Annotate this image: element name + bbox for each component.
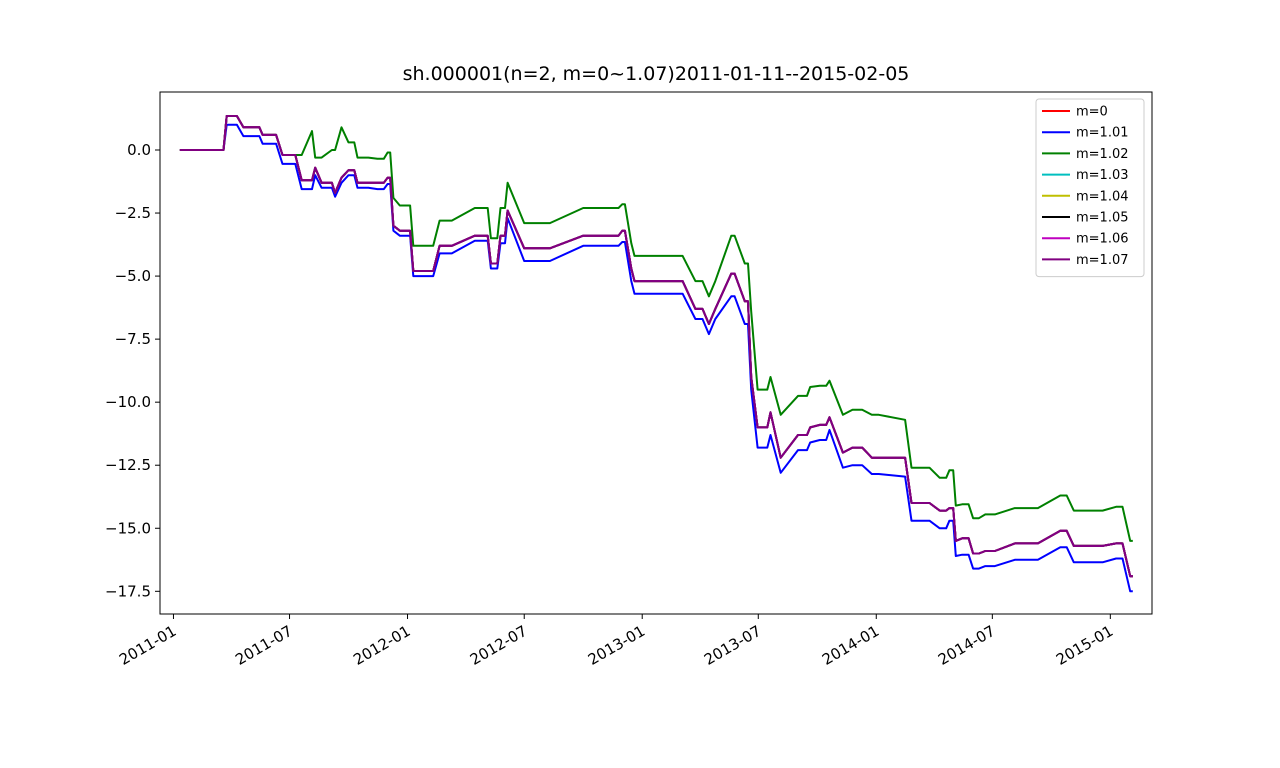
y-tick-label: −2.5 (115, 204, 151, 222)
y-tick-label: 0.0 (127, 141, 151, 159)
x-tick-label: 2011-01 (116, 622, 179, 669)
legend-label: m=1.07 (1076, 253, 1129, 268)
y-tick-label: −10.0 (105, 393, 151, 411)
x-axis: 2011-01 2011-07 2012-01 2012-07 2013-01 2013-… (116, 614, 1116, 669)
series-line-m-1-03 (179, 115, 1133, 578)
y-tick-label: −7.5 (115, 330, 151, 348)
series-line-m-0 (179, 115, 1133, 578)
series-line-m-1-02 (179, 115, 1133, 542)
legend-label: m=1.02 (1076, 147, 1129, 162)
x-tick-label: 2013-01 (585, 622, 648, 669)
y-tick-label: −17.5 (105, 582, 151, 600)
legend-box (1035, 98, 1145, 278)
y-tick-label: −5.0 (115, 267, 151, 285)
series-line-m-1-06 (179, 115, 1133, 578)
legend-label: m=1.01 (1076, 126, 1129, 141)
x-tick-label: 2012-07 (467, 622, 530, 669)
legend-label: m=1.06 (1076, 232, 1129, 247)
series-line-m-1-07 (179, 115, 1133, 578)
legend-label: m=1.03 (1076, 168, 1129, 183)
chart-title: sh.000001(n=2, m=0~1.07)2011-01-11--2015… (403, 63, 910, 85)
legend-label: m=0 (1076, 105, 1108, 120)
legend-label: m=1.05 (1076, 211, 1129, 226)
y-tick-label: −12.5 (105, 456, 151, 474)
series-line-m-1-01 (179, 123, 1133, 593)
x-tick-label: 2015-01 (1053, 622, 1116, 669)
x-tick-label: 2013-07 (701, 622, 764, 669)
x-tick-label: 2014-01 (819, 622, 882, 669)
plot-lines (179, 115, 1133, 593)
y-tick-label: −15.0 (105, 519, 151, 537)
x-tick-label: 2011-07 (232, 622, 295, 669)
plot-frame (159, 91, 1153, 615)
series-line-m-1-05 (179, 115, 1133, 578)
legend: m=0 m=1.01 m=1.02 m=1.03 m=1.04 m=1.05 m=1.06 m… (1035, 98, 1145, 278)
x-tick-label: 2012-01 (350, 622, 413, 669)
legend-label: m=1.04 (1076, 189, 1129, 204)
series-line-m-1-04 (179, 115, 1133, 578)
y-axis: 0.0 −2.5 −5.0 −7.5 −10.0 −12.5 −15.0 −17.5 (105, 141, 160, 600)
x-tick-label: 2014-07 (935, 622, 998, 669)
